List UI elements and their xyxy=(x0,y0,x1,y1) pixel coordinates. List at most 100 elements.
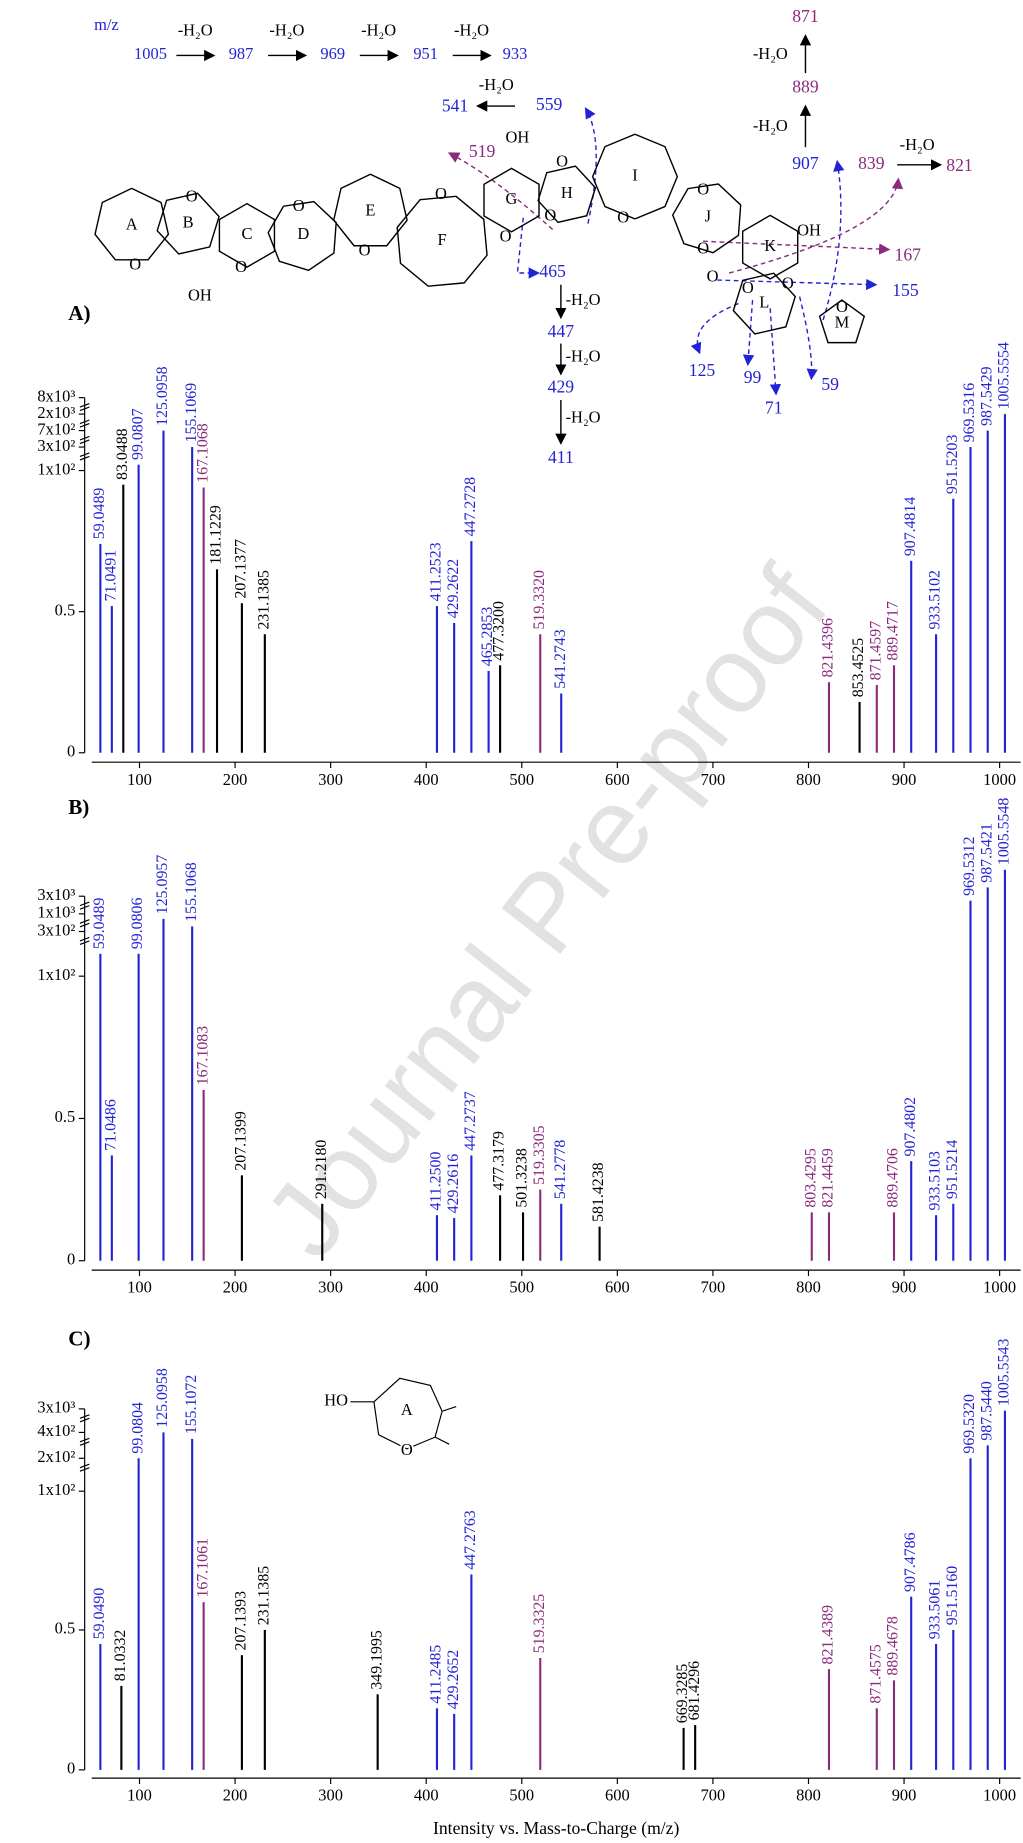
serial-ion: 1005 xyxy=(134,44,167,63)
peak-label: 71.0486 xyxy=(102,1099,119,1151)
peak xyxy=(240,1175,243,1261)
peak-label: 231.1385 xyxy=(255,570,272,630)
peak-label: 447.2728 xyxy=(462,477,479,537)
peak xyxy=(521,1212,525,1261)
peak xyxy=(560,693,563,753)
peak xyxy=(110,606,113,753)
y-tick-label: 3x10² xyxy=(37,436,75,455)
water-loss: -H₂O xyxy=(753,44,788,63)
peak xyxy=(435,1708,439,1770)
x-tick-label: 900 xyxy=(892,1786,917,1805)
fragment-ion: 71 xyxy=(765,397,783,417)
peak xyxy=(986,430,989,753)
peak xyxy=(810,1212,813,1261)
peak xyxy=(598,1226,601,1261)
peak-label: 669.3285 xyxy=(674,1664,691,1724)
fragment-ion: 871 xyxy=(792,6,818,26)
ring-label: F xyxy=(438,230,447,249)
peak-label: 933.5061 xyxy=(927,1580,944,1639)
x-tick-label: 100 xyxy=(127,1278,152,1297)
ring-bond xyxy=(818,299,866,344)
peak xyxy=(99,543,102,753)
peak-label: 933.5102 xyxy=(927,570,944,630)
hydroxyl: OH xyxy=(505,128,529,147)
y-tick-label: 1x10³ xyxy=(37,903,75,922)
peak xyxy=(191,447,194,753)
ring-bond xyxy=(332,173,408,247)
peak xyxy=(499,665,502,753)
peak xyxy=(935,1215,938,1261)
axis-break xyxy=(79,936,90,945)
peak-label: 59.0489 xyxy=(91,898,108,950)
ring-label: A xyxy=(126,215,138,234)
peak-label: 167.1061 xyxy=(194,1538,211,1597)
peak xyxy=(202,1602,205,1770)
hydroxyl: OH xyxy=(797,221,821,240)
fragment-path xyxy=(798,296,818,381)
ring-bond xyxy=(94,187,170,261)
axis-break xyxy=(79,419,90,428)
fragment-path xyxy=(447,152,554,231)
fragment-path xyxy=(703,240,891,255)
peak-label: 541.2778 xyxy=(552,1140,569,1200)
peak xyxy=(1003,1410,1006,1770)
axis-break xyxy=(79,1414,90,1423)
peak-label: 429.2622 xyxy=(445,559,462,619)
peak xyxy=(910,1161,913,1261)
peak-label: 907.4786 xyxy=(902,1532,919,1592)
oxygen-atom: O xyxy=(782,274,794,293)
peak-label: 155.1068 xyxy=(183,862,200,922)
axis-break xyxy=(79,1437,90,1446)
peak-label: 125.0958 xyxy=(154,1368,171,1428)
ring-bond xyxy=(156,192,220,255)
peak-label: 1005.5548 xyxy=(996,798,1013,865)
peak-label: 803.4295 xyxy=(802,1148,819,1208)
peak xyxy=(986,1445,989,1770)
hydroxyl: OH xyxy=(188,285,212,304)
peak xyxy=(969,900,972,1261)
peak-label: 821.4389 xyxy=(820,1605,837,1665)
y-tick-label: 0 xyxy=(67,1250,75,1269)
peak-label: 125.0958 xyxy=(154,366,171,426)
peak xyxy=(539,1189,542,1261)
x-tick-label: 100 xyxy=(127,1786,152,1805)
peak xyxy=(827,1212,831,1261)
y-tick-label: 3x10³ xyxy=(37,1398,75,1417)
peak xyxy=(470,1155,473,1261)
ring-bond xyxy=(396,195,488,287)
x-tick-label: 900 xyxy=(892,1278,917,1297)
y-tick-label: 4x10² xyxy=(37,1421,75,1440)
peak-label: 951.5160 xyxy=(944,1566,961,1626)
fragment-ion: 889 xyxy=(792,76,819,96)
peak xyxy=(453,622,456,753)
oxygen-atom: O xyxy=(500,227,512,246)
peak-label: 125.0957 xyxy=(154,855,171,915)
peak xyxy=(1003,869,1006,1261)
peak xyxy=(470,1574,473,1770)
peak xyxy=(969,447,972,753)
x-tick-label: 900 xyxy=(892,770,917,789)
y-tick-label: 8x10³ xyxy=(37,386,75,405)
y-tick-label: 2x10² xyxy=(37,1447,75,1466)
axis-break xyxy=(79,452,90,461)
peak xyxy=(910,560,913,753)
peak-label: 889.4706 xyxy=(885,1148,902,1208)
peak-label: 951.5203 xyxy=(944,435,961,495)
inset-oxygen: O xyxy=(401,1440,413,1459)
ring-label: I xyxy=(632,165,637,184)
peak-label: 155.1072 xyxy=(183,1375,200,1435)
fragment-ion: 839 xyxy=(858,153,885,173)
y-tick-label: 2x10³ xyxy=(37,403,75,422)
peak xyxy=(969,1458,972,1770)
peak-label: 155.1069 xyxy=(183,383,200,443)
peak-label: 889.4717 xyxy=(885,601,902,661)
peak xyxy=(263,634,266,753)
serial-ion: 933 xyxy=(503,44,528,63)
peak xyxy=(694,1725,697,1770)
x-tick-label: 100 xyxy=(127,770,152,789)
oxygen-atom: O xyxy=(435,184,447,203)
peak xyxy=(952,498,955,753)
x-tick-label: 700 xyxy=(701,770,726,789)
axis-break xyxy=(79,919,90,928)
peak xyxy=(162,1432,165,1770)
